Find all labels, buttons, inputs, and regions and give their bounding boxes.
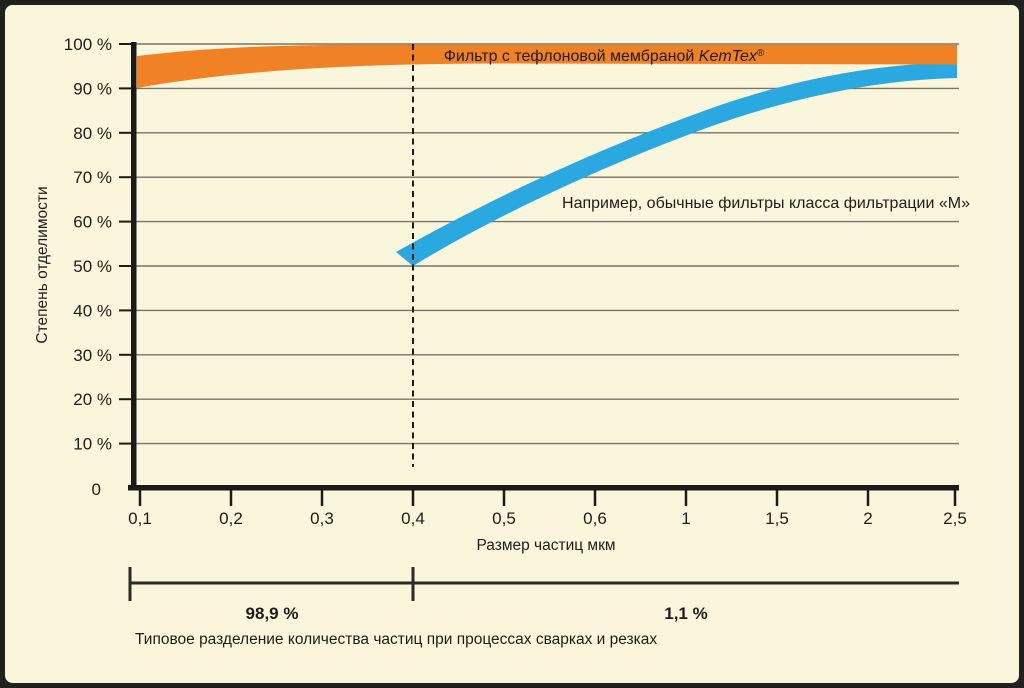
x-tick-label: 2,5 bbox=[943, 509, 967, 528]
particle-distribution-scale: 98,9 % 1,1 % Типовое разделение количест… bbox=[128, 567, 959, 648]
y-tick-label: 0 bbox=[92, 480, 101, 499]
x-tick-label: 1 bbox=[681, 509, 690, 528]
x-tick-label: 2 bbox=[863, 509, 872, 528]
y-tick-label: 50 % bbox=[73, 257, 112, 276]
x-tick-label: 0,2 bbox=[219, 509, 243, 528]
kemtex-filter-band bbox=[137, 44, 957, 88]
y-axis bbox=[131, 42, 137, 490]
y-tick-label: 20 % bbox=[73, 390, 112, 409]
class-m-band-label: Например, обычные фильтры класса фильтра… bbox=[562, 195, 970, 212]
y-tick-label: 90 % bbox=[73, 79, 112, 98]
kemtex-band-label-prefix: Фильтр с тефлоновой мембраной bbox=[444, 48, 699, 65]
x-axis-title: Размер частиц мкм bbox=[476, 537, 615, 554]
registered-mark: ® bbox=[757, 48, 765, 59]
x-tick-label: 0,6 bbox=[583, 509, 607, 528]
x-axis bbox=[128, 485, 959, 491]
y-tick-marks bbox=[119, 43, 131, 445]
y-tick-label: 60 % bbox=[73, 213, 112, 232]
y-tick-labels: 100 % 90 % 80 % 70 % 60 % 50 % 40 % 30 %… bbox=[64, 35, 112, 499]
y-tick-label: 30 % bbox=[73, 346, 112, 365]
gridlines bbox=[136, 43, 959, 445]
x-tick-labels: 0,1 0,2 0,3 0,4 0,5 0,6 1 1,5 2 2,5 bbox=[128, 509, 967, 528]
y-tick-label: 100 % bbox=[64, 35, 112, 54]
x-tick-label: 0,4 bbox=[401, 509, 425, 528]
y-tick-label: 40 % bbox=[73, 301, 112, 320]
x-tick-label: 0,5 bbox=[492, 509, 516, 528]
y-tick-label: 70 % bbox=[73, 168, 112, 187]
y-tick-label: 10 % bbox=[73, 435, 112, 454]
distribution-caption: Типовое разделение количества частиц при… bbox=[135, 631, 657, 648]
kemtex-brand-name: KemTex bbox=[699, 48, 758, 65]
x-tick-label: 1,5 bbox=[765, 509, 789, 528]
distribution-left-percentage: 98,9 % bbox=[246, 604, 299, 623]
x-tick-label: 0,1 bbox=[128, 509, 152, 528]
kemtex-band-label: Фильтр с тефлоновой мембраной KemTex® bbox=[444, 48, 765, 65]
y-tick-label: 80 % bbox=[73, 124, 112, 143]
x-tick-label: 0,3 bbox=[310, 509, 334, 528]
x-tick-marks bbox=[138, 488, 957, 506]
y-axis-title: Степень отделимости bbox=[34, 186, 51, 343]
distribution-right-percentage: 1,1 % bbox=[664, 604, 707, 623]
